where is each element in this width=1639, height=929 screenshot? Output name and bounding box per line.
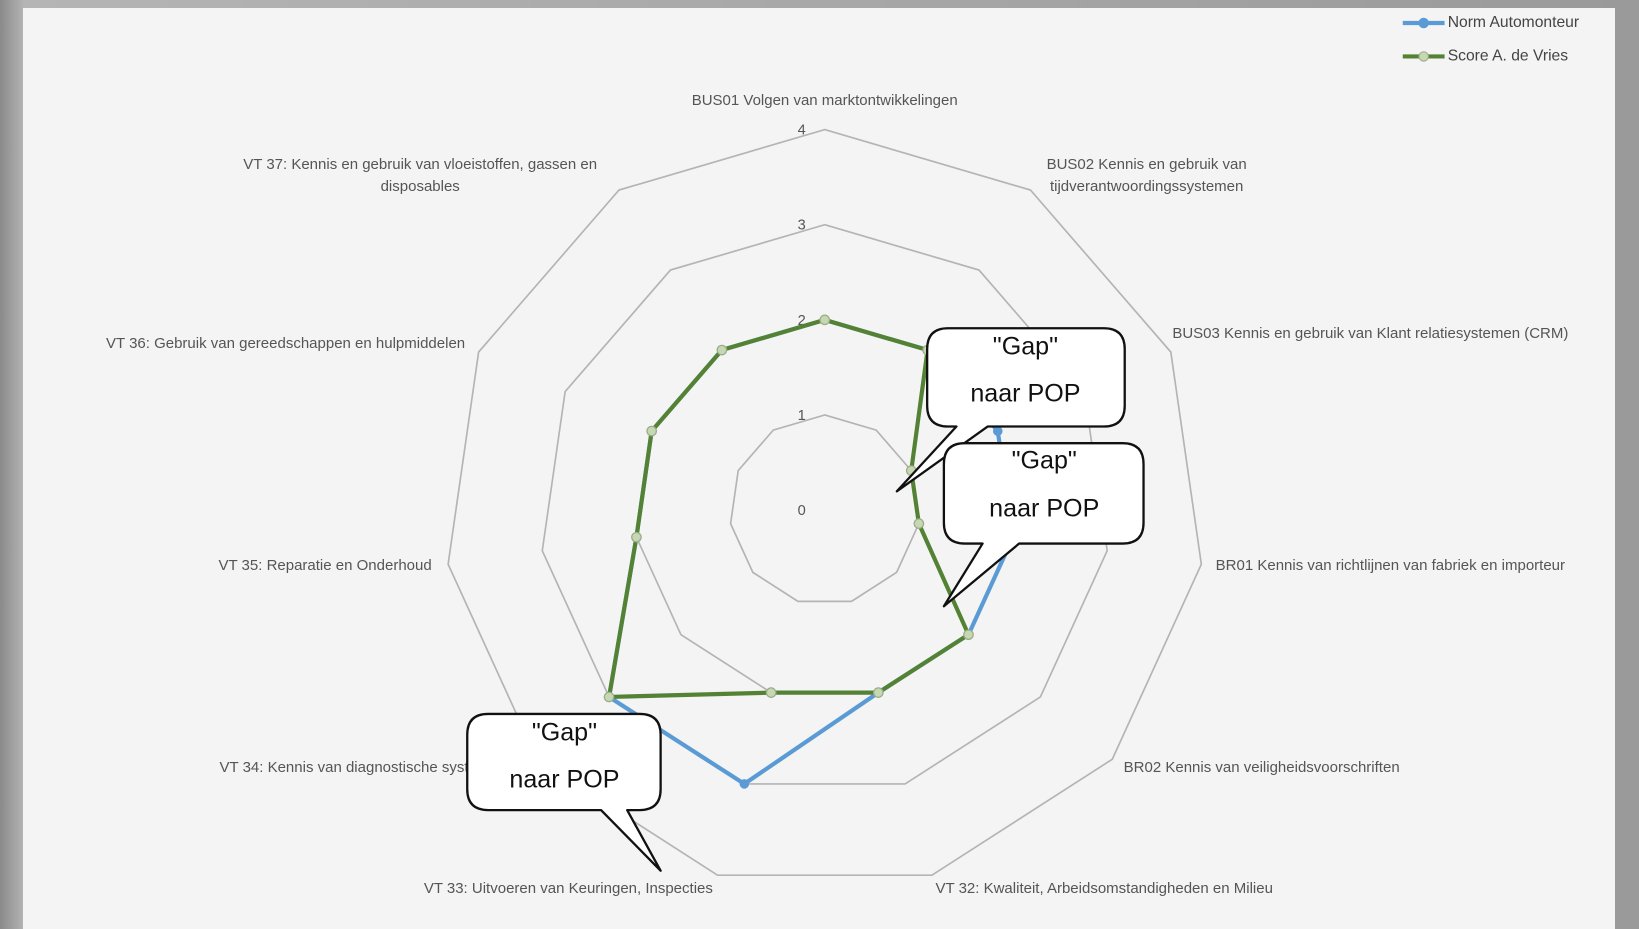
legend-label: Norm Automonteur [1448, 14, 1579, 31]
category-label: VT 35: Reparatie en Onderhoud [218, 557, 432, 575]
callouts: "Gap" naar POP "Gap" naar POP "Gap" naar POP [466, 327, 1145, 872]
callout-text: "Gap" [1012, 447, 1077, 475]
y-tick-label: 1 [798, 408, 806, 424]
grid-ring [447, 128, 1203, 877]
callout-bubble [942, 442, 1145, 608]
y-tick-label: 3 [798, 218, 806, 234]
data-point [631, 531, 642, 543]
category-label: VT 33: Uitvoeren van Keuringen, Inspecti… [423, 880, 713, 898]
data-point [819, 314, 831, 326]
category-label: VT 36: Gebruik van gereedschappen en hul… [106, 335, 466, 353]
callout-bubble [466, 712, 662, 872]
category-label: VT 34: Kennis van diagnostische systemen [219, 758, 507, 776]
callout-text: naar POP [509, 765, 619, 793]
category-label: BR02 Kennis van veiligheidsvoorschriften [1123, 758, 1400, 776]
data-point [913, 518, 925, 529]
callout-text: naar POP [989, 495, 1099, 523]
category-label: BUS01 Volgen van marktontwikkelingen [691, 91, 958, 109]
category-label: VT 37: Kennis en gebruik van vloeistoffe… [243, 155, 598, 195]
data-point [963, 629, 974, 641]
series-line [606, 317, 971, 700]
callout-text: naar POP [970, 380, 1080, 408]
data-point [765, 687, 777, 698]
data-point [716, 344, 728, 356]
data-point [603, 691, 615, 703]
data-point [739, 779, 750, 789]
data-point [872, 687, 884, 698]
chart-panel [23, 8, 1615, 929]
category-label: BR01 Kennis van richtlijnen van fabriek … [1215, 557, 1566, 575]
legend-marker [1418, 17, 1429, 29]
category-label: BUS03 Kennis en gebruik van Klant relati… [1172, 324, 1569, 342]
callout-text: "Gap" [532, 718, 597, 746]
category-label: BUS02 Kennis en gebruik van tijdverantwo… [1046, 155, 1247, 195]
category-label: VT 32: Kwaliteit, Arbeidsomstandigheden … [935, 880, 1273, 898]
legend-label: Score A. de Vries [1448, 48, 1569, 65]
grid-ring [729, 414, 920, 603]
y-tick-label: 2 [798, 313, 806, 329]
y-tick-label: 0 [798, 503, 806, 519]
callout-text: "Gap" [993, 333, 1058, 361]
data-point [646, 425, 658, 437]
y-tick-label: 4 [798, 123, 806, 139]
legend-marker [1418, 51, 1429, 62]
